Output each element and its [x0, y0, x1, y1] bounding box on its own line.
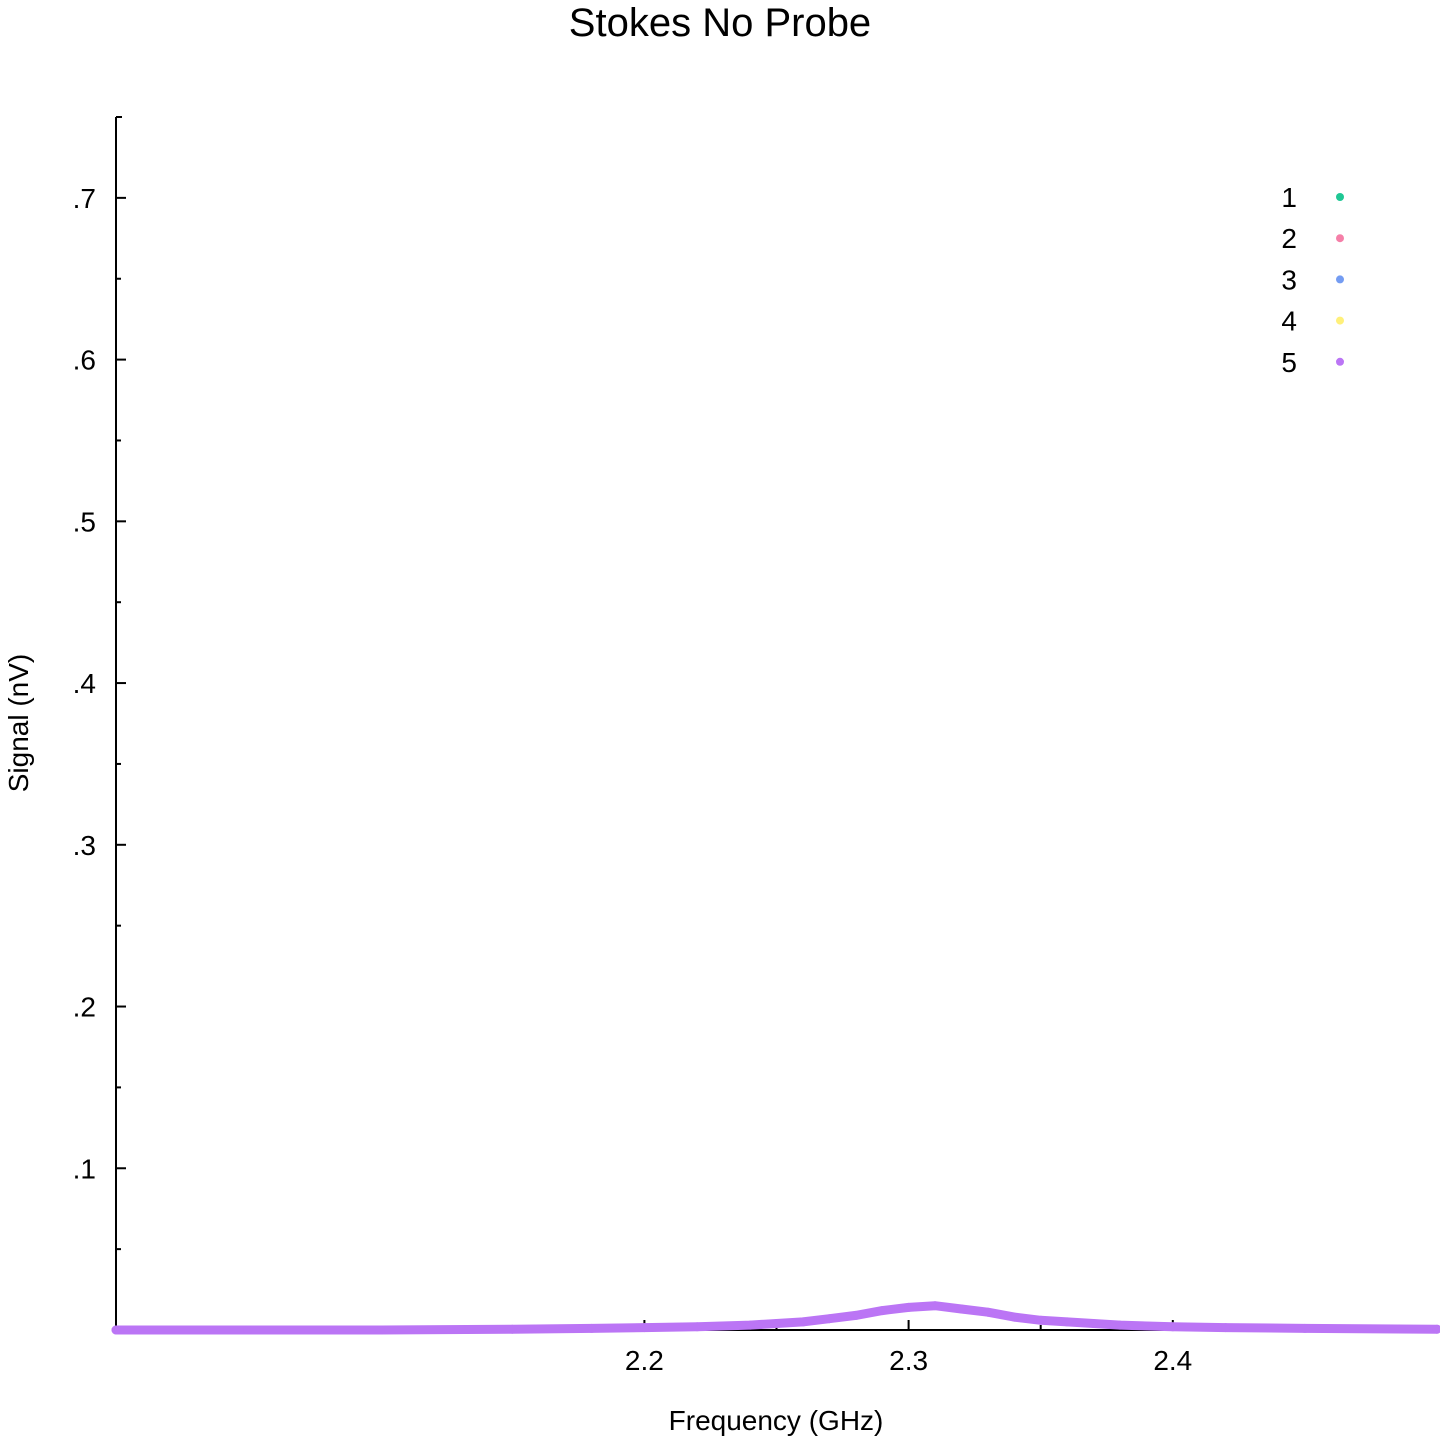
y-tick-label: .5	[73, 506, 96, 537]
legend-marker	[1336, 275, 1344, 284]
legend-marker	[1336, 193, 1344, 201]
series-5-point	[692, 1322, 702, 1332]
y-tick-label: .7	[73, 183, 96, 214]
legend-label: 1	[1281, 182, 1297, 213]
series-5-point	[639, 1323, 649, 1333]
x-tick-label: 2.2	[625, 1345, 664, 1376]
legend-label: 2	[1281, 223, 1297, 254]
series-5-point	[851, 1310, 861, 1320]
series-5-point	[587, 1323, 597, 1333]
series-5-point	[745, 1320, 755, 1330]
y-tick-label: .3	[73, 830, 96, 861]
series-5-point	[983, 1307, 993, 1317]
legend-label: 3	[1281, 264, 1297, 295]
series-5-point	[243, 1325, 253, 1335]
legend-label: 5	[1281, 347, 1297, 378]
x-tick-label: 2.4	[1153, 1345, 1192, 1376]
series-5-point	[930, 1301, 940, 1311]
series-5-point	[1432, 1324, 1440, 1334]
series-5-point	[1036, 1315, 1046, 1325]
legend: 1 2 3 4 5	[1281, 182, 1344, 378]
series-5-point	[507, 1324, 517, 1334]
series-5-point	[1115, 1320, 1125, 1330]
x-tick-label: 2.3	[889, 1345, 928, 1376]
plot-area	[111, 1301, 1440, 1335]
series-5-point	[1009, 1312, 1019, 1322]
series-5-point	[824, 1314, 834, 1324]
y-tick-label: .6	[73, 345, 96, 376]
series-5-point	[772, 1319, 781, 1328]
y-tick-label: .2	[73, 992, 96, 1023]
y-axis-label: Signal (nV)	[3, 654, 34, 793]
legend-marker	[1336, 316, 1344, 325]
series-5-point	[877, 1306, 887, 1316]
series-5-point	[1300, 1323, 1310, 1333]
legend-label: 4	[1281, 306, 1297, 337]
legend-marker	[1336, 234, 1344, 243]
series-5-point	[1089, 1319, 1098, 1328]
series-5-point	[956, 1304, 966, 1314]
series-5-point	[798, 1317, 808, 1327]
ticks: .1 .2 .3 .4 .5 .6 .7 2.2 2.3 2.4	[73, 183, 1193, 1376]
axes	[115, 116, 1437, 1331]
series-5-point	[1062, 1317, 1072, 1327]
series-5-point	[1221, 1323, 1231, 1333]
series-5-point	[375, 1325, 385, 1335]
y-tick-label: .4	[73, 668, 96, 699]
series-5-point	[904, 1302, 914, 1312]
legend-marker	[1336, 357, 1344, 366]
x-axis-label: Frequency (GHz)	[669, 1405, 884, 1436]
y-tick-label: .1	[73, 1153, 96, 1184]
series-5-point	[1168, 1322, 1178, 1332]
chart-title: Stokes No Probe	[569, 1, 871, 45]
series-5-point	[111, 1325, 121, 1335]
